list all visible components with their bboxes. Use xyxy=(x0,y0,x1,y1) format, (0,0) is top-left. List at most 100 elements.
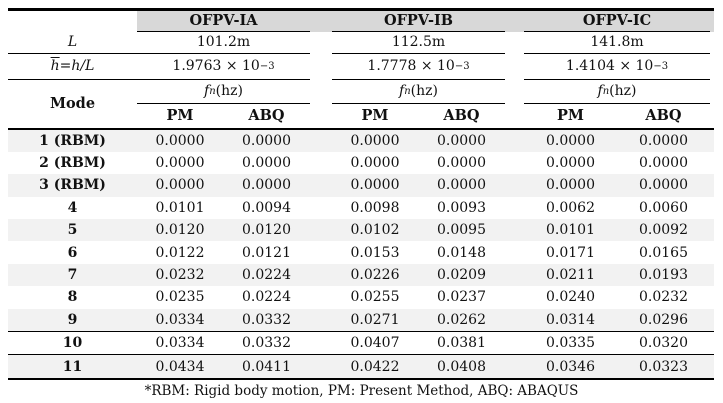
mode-label: 7 xyxy=(67,267,78,284)
value-cell-ib-abq: 0.0209 xyxy=(437,267,486,284)
column-gap xyxy=(310,54,332,80)
hbar-symbol: h xyxy=(50,58,60,74)
hbar-mantissa: 1.9763 × 10 xyxy=(172,58,260,74)
value-cell-ic-pm: 0.0000 xyxy=(546,155,595,172)
value-cell-ib-pm: 0.0407 xyxy=(350,335,400,352)
table-footnote: *RBM: Rigid body motion, PM: Present Met… xyxy=(144,383,579,399)
header-gap xyxy=(710,10,714,32)
value-cell-ic-pm: 0.0000 xyxy=(546,177,595,194)
value-cell-ia-abq: 0.0000 xyxy=(242,177,291,194)
column-gap xyxy=(505,286,524,308)
value-cell-ib-pm: 0.0000 xyxy=(350,177,400,194)
mode-label: 3 (RBM) xyxy=(39,177,106,194)
column-gap xyxy=(710,264,714,286)
value-cell-ic-pm: 0.0240 xyxy=(546,289,595,306)
value-cell-ia-pm: 0.0434 xyxy=(155,358,205,375)
value-cell-ia-abq: 0.0094 xyxy=(242,199,291,216)
column-gap xyxy=(310,332,332,354)
value-cell-ia-abq: 0.0000 xyxy=(242,132,291,149)
value-cell-ia-abq: 0.0332 xyxy=(242,335,291,352)
fn-subscript: n xyxy=(404,85,411,97)
value-cell-ib-abq: 0.0000 xyxy=(437,177,486,194)
fn-unit: (hz) xyxy=(609,83,637,99)
value-cell-ic-abq: 0.0232 xyxy=(639,289,688,306)
mode-column-header: Mode xyxy=(49,95,96,112)
value-cell-ic-pm: 0.0101 xyxy=(546,222,595,239)
value-cell-ia-pm: 0.0000 xyxy=(155,132,205,149)
value-cell-ic-abq: 0.0323 xyxy=(639,358,688,375)
hbar-equals: = xyxy=(59,58,72,74)
value-cell-ic-abq: 0.0060 xyxy=(639,199,688,216)
value-cell-ic-pm: 0.0171 xyxy=(546,244,595,261)
column-gap xyxy=(710,32,714,54)
value-cell-ia-abq: 0.0000 xyxy=(242,155,291,172)
table-row: 11 0.0434 0.0411 0.0422 0.0408 0.0346 0.… xyxy=(8,355,714,378)
value-cell-ia-abq: 0.0411 xyxy=(242,358,291,375)
fn-unit: (hz) xyxy=(215,83,243,99)
pm-header-ic: PM xyxy=(557,107,584,124)
value-cell-ib-abq: 0.0237 xyxy=(437,289,486,306)
table-body: 1 (RBM) 0.0000 0.0000 0.0000 0.0000 0.00… xyxy=(8,129,714,380)
hbar-exponent: −3 xyxy=(653,60,669,72)
hbar-exponent: −3 xyxy=(259,60,275,72)
value-cell-ic-pm: 0.0211 xyxy=(546,267,595,284)
column-gap xyxy=(310,174,332,196)
value-cell-ia-pm: 0.0000 xyxy=(155,177,205,194)
value-cell-ib-abq: 0.0095 xyxy=(437,222,486,239)
column-gap xyxy=(505,197,524,219)
mode-label: 5 xyxy=(67,222,78,239)
value-cell-ib-abq: 0.0093 xyxy=(437,199,486,216)
hbar-row: h = h/L 1.9763 × 10 −3 1.7778 × 10 −3 1.41… xyxy=(8,54,714,80)
fn-unit: (hz) xyxy=(410,83,438,99)
column-gap xyxy=(310,130,332,152)
mode-label: 1 (RBM) xyxy=(39,132,106,149)
header-gap xyxy=(505,10,524,32)
hbar-row-label: h = h/L xyxy=(8,54,137,80)
value-cell-ib-abq: 0.0381 xyxy=(437,335,486,352)
table-row: 6 0.0122 0.0121 0.0153 0.0148 0.0171 0.0… xyxy=(8,241,714,263)
hbar-value-ib: 1.7778 × 10 −3 xyxy=(332,54,505,80)
abq-header-ib: ABQ xyxy=(443,107,480,124)
value-cell-ic-abq: 0.0000 xyxy=(639,132,688,149)
length-value-ib: 112.5m xyxy=(332,32,505,54)
value-cell-ib-pm: 0.0000 xyxy=(350,155,400,172)
length-row-label: L xyxy=(8,32,137,54)
fn-subscript: n xyxy=(209,85,216,97)
column-gap xyxy=(505,309,524,331)
mode-label: 11 xyxy=(62,358,83,375)
table-row: 2 (RBM) 0.0000 0.0000 0.0000 0.0000 0.00… xyxy=(8,152,714,174)
column-gap xyxy=(710,286,714,308)
value-cell-ia-abq: 0.0332 xyxy=(242,311,291,328)
value-cell-ic-abq: 0.0296 xyxy=(639,311,688,328)
fn-symbol: f xyxy=(399,83,405,99)
value-cell-ic-abq: 0.0000 xyxy=(639,155,688,172)
mode-label: 6 xyxy=(67,244,78,261)
value-cell-ic-pm: 0.0000 xyxy=(546,132,595,149)
value-cell-ib-abq: 0.0148 xyxy=(437,244,486,261)
table-row: 4 0.0101 0.0094 0.0098 0.0093 0.0062 0.0… xyxy=(8,197,714,219)
column-gap xyxy=(710,152,714,174)
value-cell-ic-abq: 0.0193 xyxy=(639,267,688,284)
column-gap xyxy=(310,241,332,263)
table-row: 5 0.0120 0.0120 0.0102 0.0095 0.0101 0.0… xyxy=(8,219,714,242)
column-gap xyxy=(710,355,714,377)
value-cell-ia-pm: 0.0101 xyxy=(155,199,205,216)
abq-header-ic: ABQ xyxy=(645,107,682,124)
table-row: 8 0.0235 0.0224 0.0255 0.0237 0.0240 0.0… xyxy=(8,286,714,308)
column-gap xyxy=(310,355,332,377)
table-row: 3 (RBM) 0.0000 0.0000 0.0000 0.0000 0.00… xyxy=(8,174,714,197)
column-gap xyxy=(310,197,332,219)
column-gap xyxy=(710,241,714,263)
pm-header-ib: PM xyxy=(361,107,389,124)
value-cell-ic-abq: 0.0320 xyxy=(639,335,688,352)
column-gap xyxy=(505,54,524,80)
header-gap xyxy=(310,10,332,32)
value-cell-ib-pm: 0.0102 xyxy=(350,222,400,239)
column-group-header-ofpv-ic: OFPV-IC xyxy=(524,10,710,32)
value-cell-ia-pm: 0.0000 xyxy=(155,155,205,172)
mode-label: 2 (RBM) xyxy=(39,155,106,172)
fn-symbol: f xyxy=(597,83,603,99)
